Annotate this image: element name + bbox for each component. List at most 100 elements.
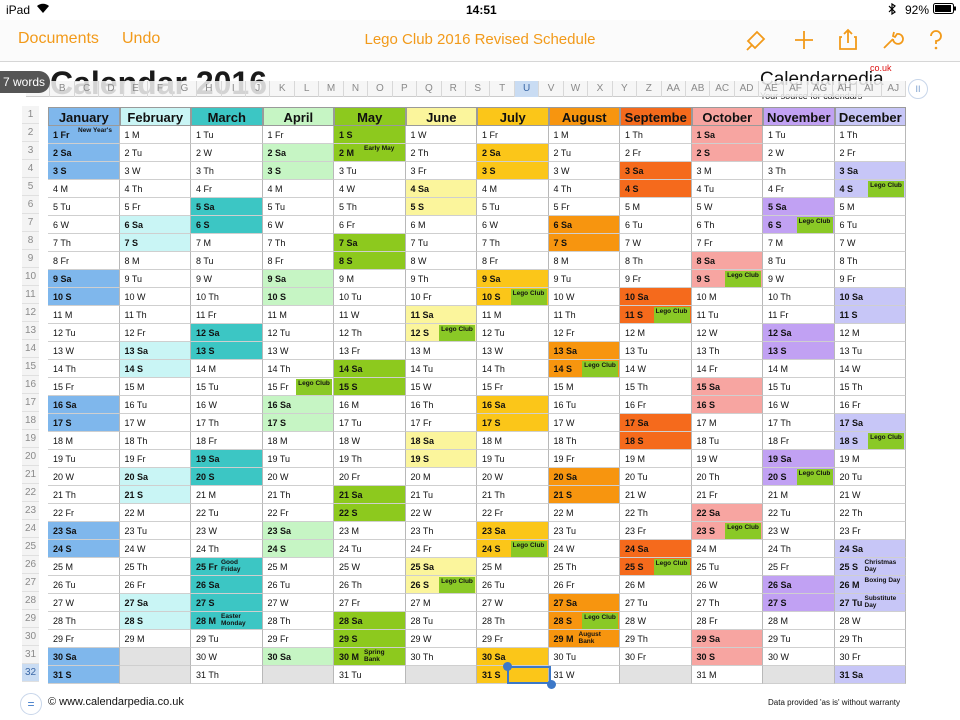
day-cell[interactable]: 6 S Lego Club bbox=[763, 216, 835, 234]
undo-button[interactable]: Undo bbox=[122, 30, 161, 47]
day-cell[interactable]: 10 M bbox=[691, 288, 763, 306]
day-cell[interactable]: 24 S bbox=[262, 540, 334, 558]
day-cell[interactable]: 14 W bbox=[620, 360, 692, 378]
column-header-s[interactable]: S bbox=[466, 81, 491, 97]
day-cell[interactable]: 13 W bbox=[262, 342, 334, 360]
day-cell[interactable]: 14 Th bbox=[48, 360, 120, 378]
day-cell[interactable]: 30 M Spring Bank bbox=[334, 648, 406, 666]
day-cell[interactable]: 27 W bbox=[262, 594, 334, 612]
day-cell[interactable]: 20 Tu bbox=[620, 468, 692, 486]
day-cell[interactable]: 29 Sa bbox=[691, 630, 763, 648]
day-cell[interactable]: 24 S Lego Club bbox=[477, 540, 549, 558]
spreadsheet-canvas[interactable]: 7 words Calendar 2016 Calendarpedia co.u… bbox=[0, 63, 960, 720]
day-cell[interactable]: 15 Th bbox=[834, 378, 906, 396]
day-cell[interactable]: 10 W bbox=[548, 288, 620, 306]
month-header-11[interactable]: December bbox=[834, 107, 906, 126]
day-cell[interactable]: 13 Sa bbox=[548, 342, 620, 360]
column-header-f[interactable]: F bbox=[148, 81, 173, 97]
day-cell[interactable]: 26 Tu bbox=[262, 576, 334, 594]
day-cell[interactable]: 17 S bbox=[262, 414, 334, 432]
day-cell[interactable]: 17 Th bbox=[191, 414, 263, 432]
day-cell[interactable]: 12 M bbox=[834, 324, 906, 342]
column-header-t[interactable]: T bbox=[490, 81, 515, 97]
day-cell[interactable]: 28 S bbox=[119, 612, 191, 630]
day-cell[interactable]: 7 Th bbox=[48, 234, 120, 252]
day-cell[interactable]: 9 W bbox=[191, 270, 263, 288]
day-cell[interactable]: 5 M bbox=[834, 198, 906, 216]
day-cell[interactable]: 6 M bbox=[405, 216, 477, 234]
day-cell[interactable]: 3 Th bbox=[191, 162, 263, 180]
day-cell[interactable]: 2 M Early May bbox=[334, 144, 406, 162]
day-cell[interactable]: 26 M bbox=[620, 576, 692, 594]
day-cell[interactable]: 28 Th bbox=[48, 612, 120, 630]
day-cell[interactable]: 23 M bbox=[334, 522, 406, 540]
day-cell[interactable]: 28 W bbox=[834, 612, 906, 630]
empty-cell[interactable] bbox=[119, 648, 191, 666]
day-cell[interactable]: 24 Sa bbox=[834, 540, 906, 558]
day-cell[interactable]: 7 S bbox=[548, 234, 620, 252]
row-header-30[interactable]: 30 bbox=[22, 628, 39, 646]
month-header-10[interactable]: November bbox=[763, 107, 835, 126]
row-header-3[interactable]: 3 bbox=[22, 142, 39, 160]
day-cell[interactable]: 1 Tu bbox=[763, 126, 835, 144]
day-cell[interactable]: 1 M bbox=[548, 126, 620, 144]
day-cell[interactable]: 15 Th bbox=[620, 378, 692, 396]
day-cell[interactable]: 22 S bbox=[334, 504, 406, 522]
day-cell[interactable]: 2 Sa bbox=[262, 144, 334, 162]
column-header-g[interactable]: G bbox=[173, 81, 198, 97]
row-header-27[interactable]: 27 bbox=[22, 574, 39, 592]
day-cell[interactable]: 3 Th bbox=[763, 162, 835, 180]
month-header-0[interactable]: January bbox=[48, 107, 120, 126]
day-cell[interactable]: 30 Th bbox=[405, 648, 477, 666]
day-cell[interactable]: 29 Tu bbox=[763, 630, 835, 648]
day-cell[interactable]: 17 Tu bbox=[334, 414, 406, 432]
day-cell[interactable]: 23 Fr bbox=[834, 522, 906, 540]
day-cell[interactable]: 27 Fr bbox=[334, 594, 406, 612]
day-cell[interactable]: 2 Fr bbox=[620, 144, 692, 162]
month-header-8[interactable]: Septembe bbox=[620, 107, 692, 126]
day-cell[interactable]: 13 Th bbox=[691, 342, 763, 360]
day-cell[interactable]: 9 Sa bbox=[48, 270, 120, 288]
row-header-8[interactable]: 8 bbox=[22, 232, 39, 250]
day-cell[interactable]: 2 Th bbox=[405, 144, 477, 162]
empty-cell[interactable] bbox=[620, 666, 692, 684]
day-cell[interactable]: 2 Tu bbox=[119, 144, 191, 162]
row-header-15[interactable]: 15 bbox=[22, 358, 39, 376]
column-header-u[interactable]: U bbox=[514, 81, 540, 97]
day-cell[interactable]: 5 Tu bbox=[262, 198, 334, 216]
selected-cell[interactable] bbox=[507, 666, 551, 684]
day-cell[interactable]: 19 Fr bbox=[548, 450, 620, 468]
month-header-2[interactable]: March bbox=[191, 107, 263, 126]
month-header-1[interactable]: February bbox=[119, 107, 191, 126]
day-cell[interactable]: 12 Tu bbox=[477, 324, 549, 342]
day-cell[interactable]: 4 Tu bbox=[691, 180, 763, 198]
day-cell[interactable]: 20 Sa bbox=[119, 468, 191, 486]
day-cell[interactable]: 14 S bbox=[119, 360, 191, 378]
day-cell[interactable]: 16 W bbox=[191, 396, 263, 414]
day-cell[interactable]: 25 Fr Good Friday bbox=[191, 558, 263, 576]
day-cell[interactable]: 13 W bbox=[477, 342, 549, 360]
day-cell[interactable]: 14 M bbox=[763, 360, 835, 378]
day-cell[interactable]: 9 W bbox=[763, 270, 835, 288]
day-cell[interactable]: 22 Tu bbox=[763, 504, 835, 522]
day-cell[interactable]: 24 S bbox=[48, 540, 120, 558]
column-header-b[interactable]: B bbox=[50, 81, 75, 97]
day-cell[interactable]: 26 W bbox=[691, 576, 763, 594]
day-cell[interactable]: 19 W bbox=[691, 450, 763, 468]
day-cell[interactable]: 23 W bbox=[763, 522, 835, 540]
day-cell[interactable]: 1 Fr bbox=[262, 126, 334, 144]
day-cell[interactable]: 27 Tu Substitute Day bbox=[834, 594, 906, 612]
column-headers[interactable]: ABCDEFGHIJKLMNOPQRSTUVWXYZAAABACADAEAFAG… bbox=[26, 81, 906, 97]
day-cell[interactable]: 5 Tu bbox=[48, 198, 120, 216]
day-cell[interactable]: 18 Th bbox=[119, 432, 191, 450]
row-header-5[interactable]: 5 bbox=[22, 178, 39, 196]
day-cell[interactable]: 6 W bbox=[262, 216, 334, 234]
day-cell[interactable]: 26 Sa bbox=[191, 576, 263, 594]
day-cell[interactable]: 7 W bbox=[834, 234, 906, 252]
day-cell[interactable]: 5 M bbox=[620, 198, 692, 216]
day-cell[interactable]: 13 Sa bbox=[119, 342, 191, 360]
row-header-4[interactable]: 4 bbox=[22, 160, 39, 178]
day-cell[interactable]: 26 Fr bbox=[548, 576, 620, 594]
day-cell[interactable]: 29 Th bbox=[620, 630, 692, 648]
column-header-aa[interactable]: AA bbox=[662, 81, 686, 97]
